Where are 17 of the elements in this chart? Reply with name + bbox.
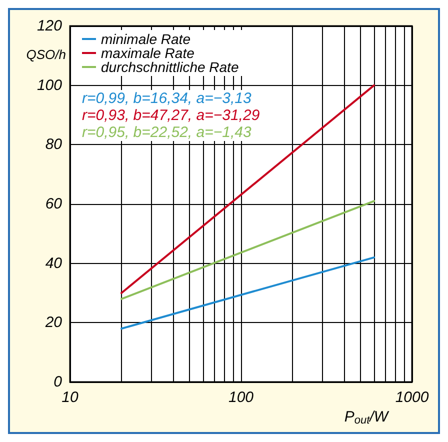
x-tick-label: 1000	[395, 389, 430, 406]
y-axis-title: QSO/h	[26, 47, 66, 62]
legend-label: minimale Rate	[101, 31, 191, 47]
y-tick-label: 80	[45, 136, 63, 154]
annotation: r=0,99, b=16,34, a=−3,13	[82, 90, 252, 107]
x-tick-label: 100	[228, 389, 254, 406]
y-tick-label: 40	[45, 254, 63, 272]
legend-label: durchschnittliche Rate	[101, 59, 239, 75]
annotation: r=0,93, b=47,27, a=−31,29	[82, 107, 260, 124]
legend-label: maximale Rate	[101, 45, 195, 61]
y-tick-label: 100	[36, 76, 63, 94]
y-tick-label: 20	[44, 314, 63, 332]
y-tick-label: 0	[54, 374, 63, 390]
y-tick-label: 60	[45, 196, 63, 212]
x-tick-label: 10	[62, 389, 79, 406]
annotation: r=0,95, b=22,52, a=−1,43	[82, 124, 252, 141]
y-tick-label: 120	[36, 18, 63, 34]
